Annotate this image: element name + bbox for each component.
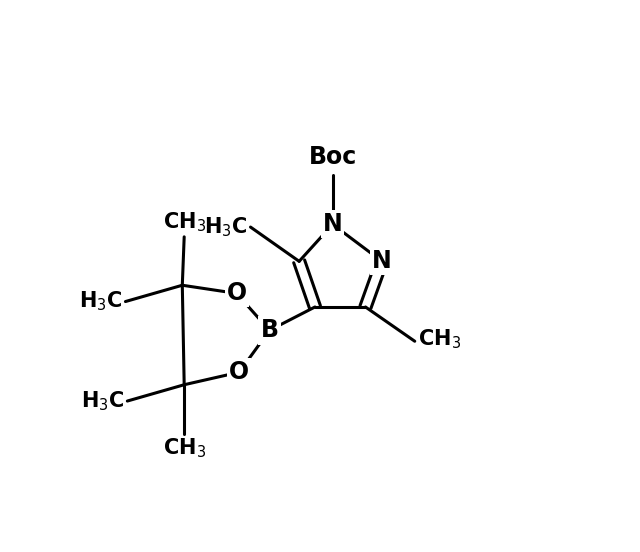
Text: Boc: Boc bbox=[308, 145, 356, 169]
Text: CH$_3$: CH$_3$ bbox=[163, 210, 205, 234]
Text: O: O bbox=[227, 282, 246, 305]
Text: N: N bbox=[372, 250, 392, 273]
Text: B: B bbox=[260, 319, 278, 342]
Text: N: N bbox=[323, 213, 342, 236]
Text: H$_3$C: H$_3$C bbox=[79, 290, 122, 314]
Text: H$_3$C: H$_3$C bbox=[204, 215, 247, 239]
Text: O: O bbox=[229, 360, 249, 384]
Text: H$_3$C: H$_3$C bbox=[81, 389, 124, 413]
Text: CH$_3$: CH$_3$ bbox=[418, 328, 461, 352]
Text: CH$_3$: CH$_3$ bbox=[163, 437, 205, 460]
